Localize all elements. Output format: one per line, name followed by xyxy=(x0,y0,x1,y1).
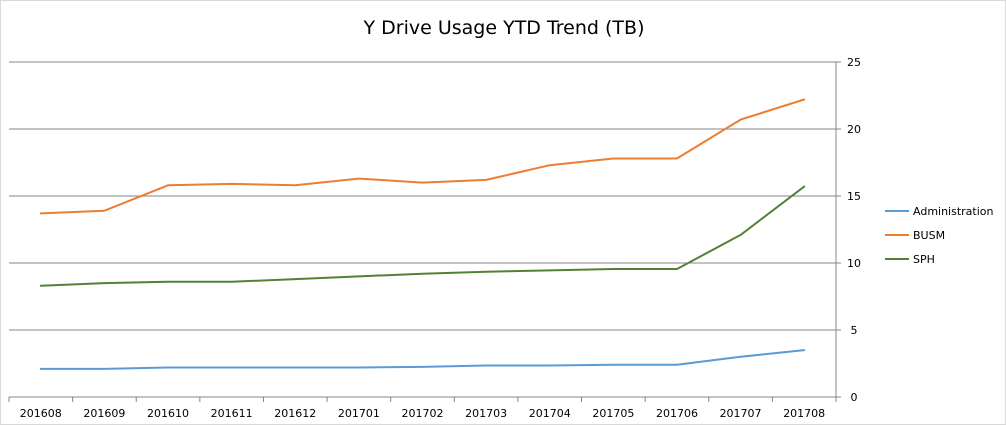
x-tick-label: 201705 xyxy=(592,407,634,420)
series-lines xyxy=(39,98,806,370)
x-tick-label: 201610 xyxy=(147,407,189,420)
x-tick-label: 201703 xyxy=(465,407,507,420)
x-tick-label: 201706 xyxy=(656,407,698,420)
y-tick-label: 10 xyxy=(847,257,861,270)
series-line-busm xyxy=(39,98,806,215)
legend-label-busm: BUSM xyxy=(913,229,945,242)
legend-label-administration: Administration xyxy=(913,205,994,218)
x-tick-label: 201701 xyxy=(338,407,380,420)
x-tick-label: 201702 xyxy=(402,407,444,420)
y-tick-label: 0 xyxy=(851,391,858,404)
x-tick-label: 201611 xyxy=(211,407,253,420)
x-tick-label: 201704 xyxy=(529,407,571,420)
y-tick-label: 15 xyxy=(847,190,861,203)
x-tick-label: 201609 xyxy=(83,407,125,420)
x-tick-label: 201608 xyxy=(20,407,62,420)
y-tick-label: 20 xyxy=(847,123,861,136)
y-tick-label: 25 xyxy=(847,56,861,69)
gridlines xyxy=(9,61,836,331)
legend: Administration BUSM SPH xyxy=(885,205,994,266)
axes: 0 5 10 15 20 25 201608 201609 201610 201611 201612… xyxy=(8,56,861,420)
x-tick-label: 201707 xyxy=(720,407,762,420)
x-tick-label: 201612 xyxy=(274,407,316,420)
chart-title: Y Drive Usage YTD Trend (TB) xyxy=(363,17,645,39)
series-line-sph xyxy=(39,185,806,287)
x-tick-label: 201708 xyxy=(783,407,825,420)
series-line-administration xyxy=(39,349,806,370)
y-tick-label: 5 xyxy=(851,324,858,337)
legend-label-sph: SPH xyxy=(913,253,935,266)
